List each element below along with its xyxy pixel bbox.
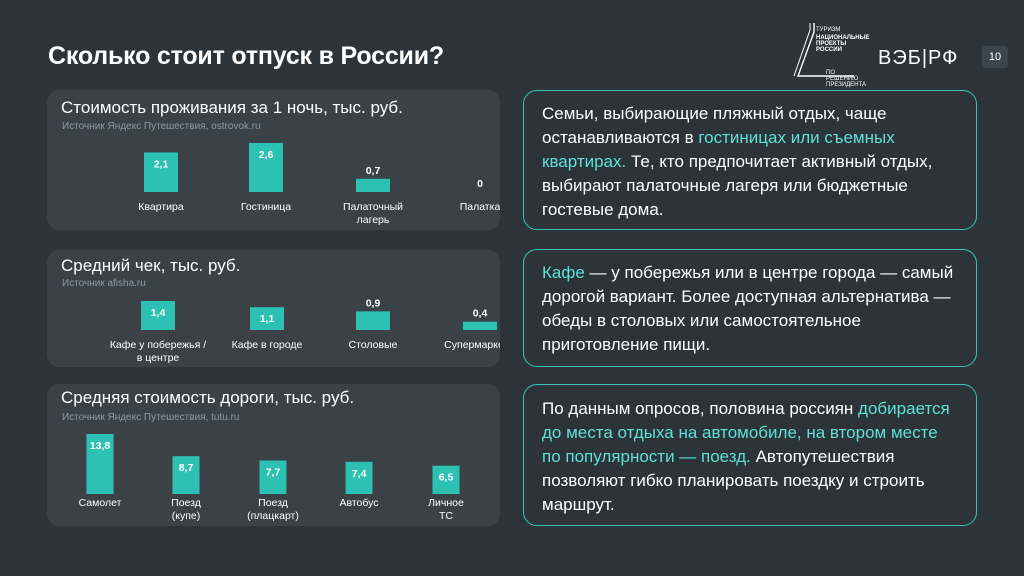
travel-cost-bar-chart: 13,8 Самолет 8,7 Поезд (купе) 7,7 Поезд (плацка… xyxy=(79,434,464,522)
value-label: 0,7 xyxy=(366,165,381,177)
category-label: Супермаркеты xyxy=(444,339,500,351)
value-label: 8,7 xyxy=(179,462,194,474)
value-label: 0,4 xyxy=(473,308,488,320)
logo-main-text: Национальные проекты России xyxy=(816,35,870,53)
average-check-bar-chart: 1,4 Кафе у побережья / в центре 1,1 Кафе в г… xyxy=(110,297,500,364)
category-label: Кафе в городе xyxy=(232,339,303,351)
info-card-travel: По данным опросов, половина россиян доби… xyxy=(523,384,977,526)
category-label: Гостиница xyxy=(241,201,291,213)
bar xyxy=(249,143,283,192)
highlight-text: добирается до места отдыха на автомобиле… xyxy=(542,399,950,466)
category-label: Личное ТС xyxy=(428,497,464,522)
category-label: Палаточный лагерь xyxy=(343,201,403,226)
bar xyxy=(345,461,373,494)
value-label: 1,1 xyxy=(260,313,275,325)
bar xyxy=(356,178,390,192)
travel-cost-chart-panel: Средняя стоимость дороги, тыс. руб. Исто… xyxy=(47,384,500,526)
card-text: Семьи, выбирающие пляжный отдых, чаще ос… xyxy=(542,104,887,147)
category-label: Палатка xyxy=(460,201,500,213)
value-label: 1,4 xyxy=(151,307,166,319)
card-text: Те, кто предпочитает активный отдых, выб… xyxy=(542,152,933,219)
card-text: — у побережья или в центре города — самы… xyxy=(542,263,954,354)
card-text: По данным опросов, половина россиян xyxy=(542,399,859,418)
value-label: 2,1 xyxy=(154,158,169,170)
bar xyxy=(432,465,460,494)
value-label: 13,8 xyxy=(90,440,111,452)
category-label: Столовые xyxy=(349,339,398,351)
bar xyxy=(141,301,175,330)
highlight-text: Кафе xyxy=(542,263,585,282)
chart-source: Источник afisha.ru xyxy=(62,278,146,289)
page-number: 10 xyxy=(982,46,1008,68)
value-label: 7,4 xyxy=(352,468,367,480)
logo-emblem-icon xyxy=(793,23,854,77)
bar xyxy=(172,456,200,494)
bar xyxy=(259,460,287,494)
bar xyxy=(86,434,114,494)
veb-logo: ВЭБ|РФ xyxy=(878,47,959,69)
accommodation-bar-chart: 2,1 Квартира 2,6 Гостиница 0,7 Палаточный лаге… xyxy=(138,143,500,226)
bar xyxy=(144,152,178,192)
category-label: Квартира xyxy=(138,201,184,213)
card-text: Автопутешествия позволяют гибко планиров… xyxy=(542,447,925,514)
value-label: 2,6 xyxy=(259,149,274,161)
page-title: Сколько стоит отпуск в России? xyxy=(48,42,444,70)
logo-top-text: Туризм xyxy=(816,27,841,33)
bar xyxy=(463,321,497,330)
chart-source: Источник Яндекс Путешествия, tutu.ru xyxy=(62,412,240,423)
chart-title: Стоимость проживания за 1 ночь, тыс. руб… xyxy=(61,98,403,117)
value-label: 6,5 xyxy=(439,472,454,484)
category-label: Поезд (плацкарт) xyxy=(247,497,299,522)
chart-title: Средний чек, тыс. руб. xyxy=(61,256,241,275)
value-label: 0 xyxy=(477,178,483,190)
bar xyxy=(250,307,284,330)
category-label: Самолет xyxy=(79,497,122,509)
category-label: Автобус xyxy=(339,497,378,509)
highlight-text: гостиницах или съемных квартирах. xyxy=(542,128,895,171)
value-label: 7,7 xyxy=(266,467,281,479)
chart-title: Средняя стоимость дороги, тыс. руб. xyxy=(61,388,355,407)
logo-sub-text: По решению Президента xyxy=(826,70,866,88)
accommodation-chart-panel: Стоимость проживания за 1 ночь, тыс. руб… xyxy=(47,90,500,230)
info-card-food: Кафе — у побережья или в центре города —… xyxy=(523,249,977,367)
value-label: 0,9 xyxy=(366,297,381,309)
chart-source: Источник Яндекс Путешествия, ostrovok.ru xyxy=(62,121,261,132)
bar xyxy=(356,311,390,330)
category-label: Кафе у побережья / в центре xyxy=(110,339,206,364)
category-label: Поезд (купе) xyxy=(171,497,201,522)
info-card-accommodation: Семьи, выбирающие пляжный отдых, чаще ос… xyxy=(523,90,977,230)
average-check-chart-panel: Средний чек, тыс. руб. Источник afisha.r… xyxy=(47,250,500,367)
national-projects-logo: Туризм Национальные проекты России По ре… xyxy=(792,20,870,88)
